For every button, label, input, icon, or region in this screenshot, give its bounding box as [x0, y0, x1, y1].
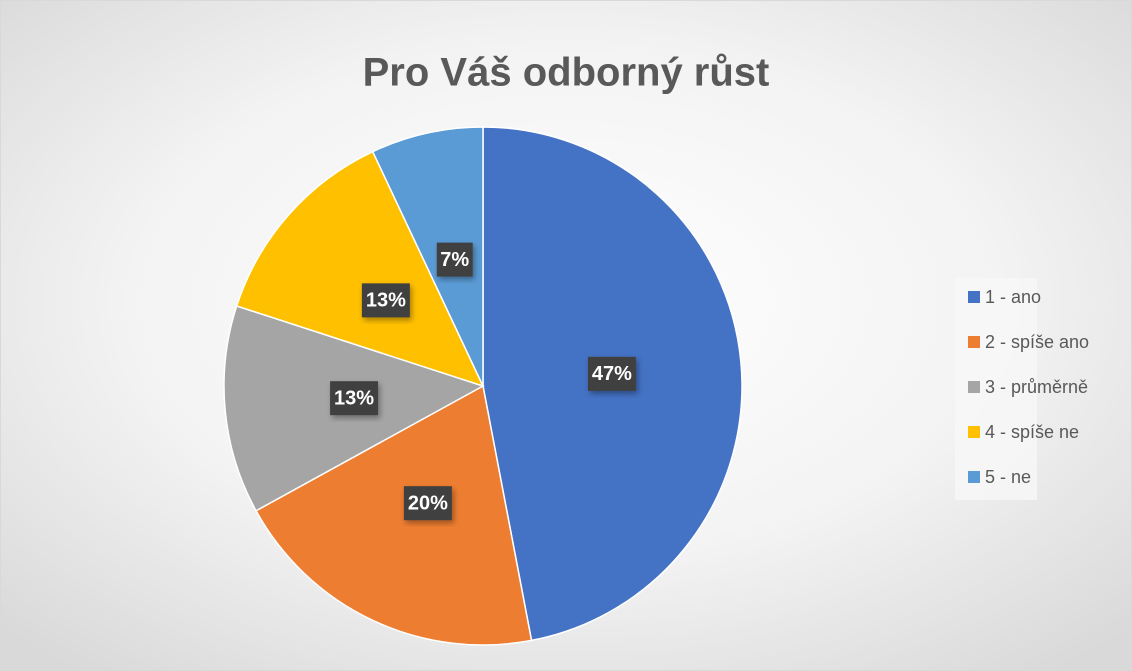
- data-label: 13%: [334, 387, 374, 409]
- data-label: 47%: [592, 363, 632, 385]
- pie-slice: [255, 384, 533, 646]
- legend-swatch: [968, 471, 980, 483]
- chart-title: Pro Váš odborný růst: [363, 51, 770, 95]
- data-label-box: [436, 242, 473, 277]
- data-label-box: [361, 283, 410, 318]
- pie-slice: [371, 126, 484, 387]
- legend-swatch: [968, 381, 980, 393]
- legend-label: 2 - spíše ano: [985, 332, 1089, 352]
- data-label: 13%: [366, 290, 406, 312]
- data-label-box: [403, 486, 452, 521]
- pie-slice: [235, 150, 485, 388]
- data-label: 20%: [408, 492, 448, 514]
- data-label: 7%: [440, 249, 469, 271]
- legend-label: 4 - spíše ne: [985, 422, 1079, 442]
- legend-label: 5 - ne: [985, 467, 1031, 487]
- legend-label: 3 - průměrně: [985, 377, 1088, 397]
- legend-label: 1 - ano: [985, 287, 1041, 307]
- legend-swatch: [968, 336, 980, 348]
- data-label-box: [330, 381, 379, 416]
- legend-swatch: [968, 291, 980, 303]
- legend-swatch: [968, 426, 980, 438]
- data-label-box: [587, 356, 636, 391]
